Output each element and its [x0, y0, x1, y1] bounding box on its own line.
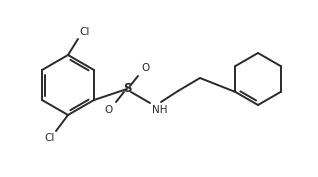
Text: NH: NH [152, 105, 168, 115]
Text: O: O [141, 63, 149, 73]
Text: Cl: Cl [45, 133, 55, 143]
Text: Cl: Cl [79, 27, 89, 37]
Text: S: S [123, 82, 131, 96]
Text: O: O [105, 105, 113, 115]
